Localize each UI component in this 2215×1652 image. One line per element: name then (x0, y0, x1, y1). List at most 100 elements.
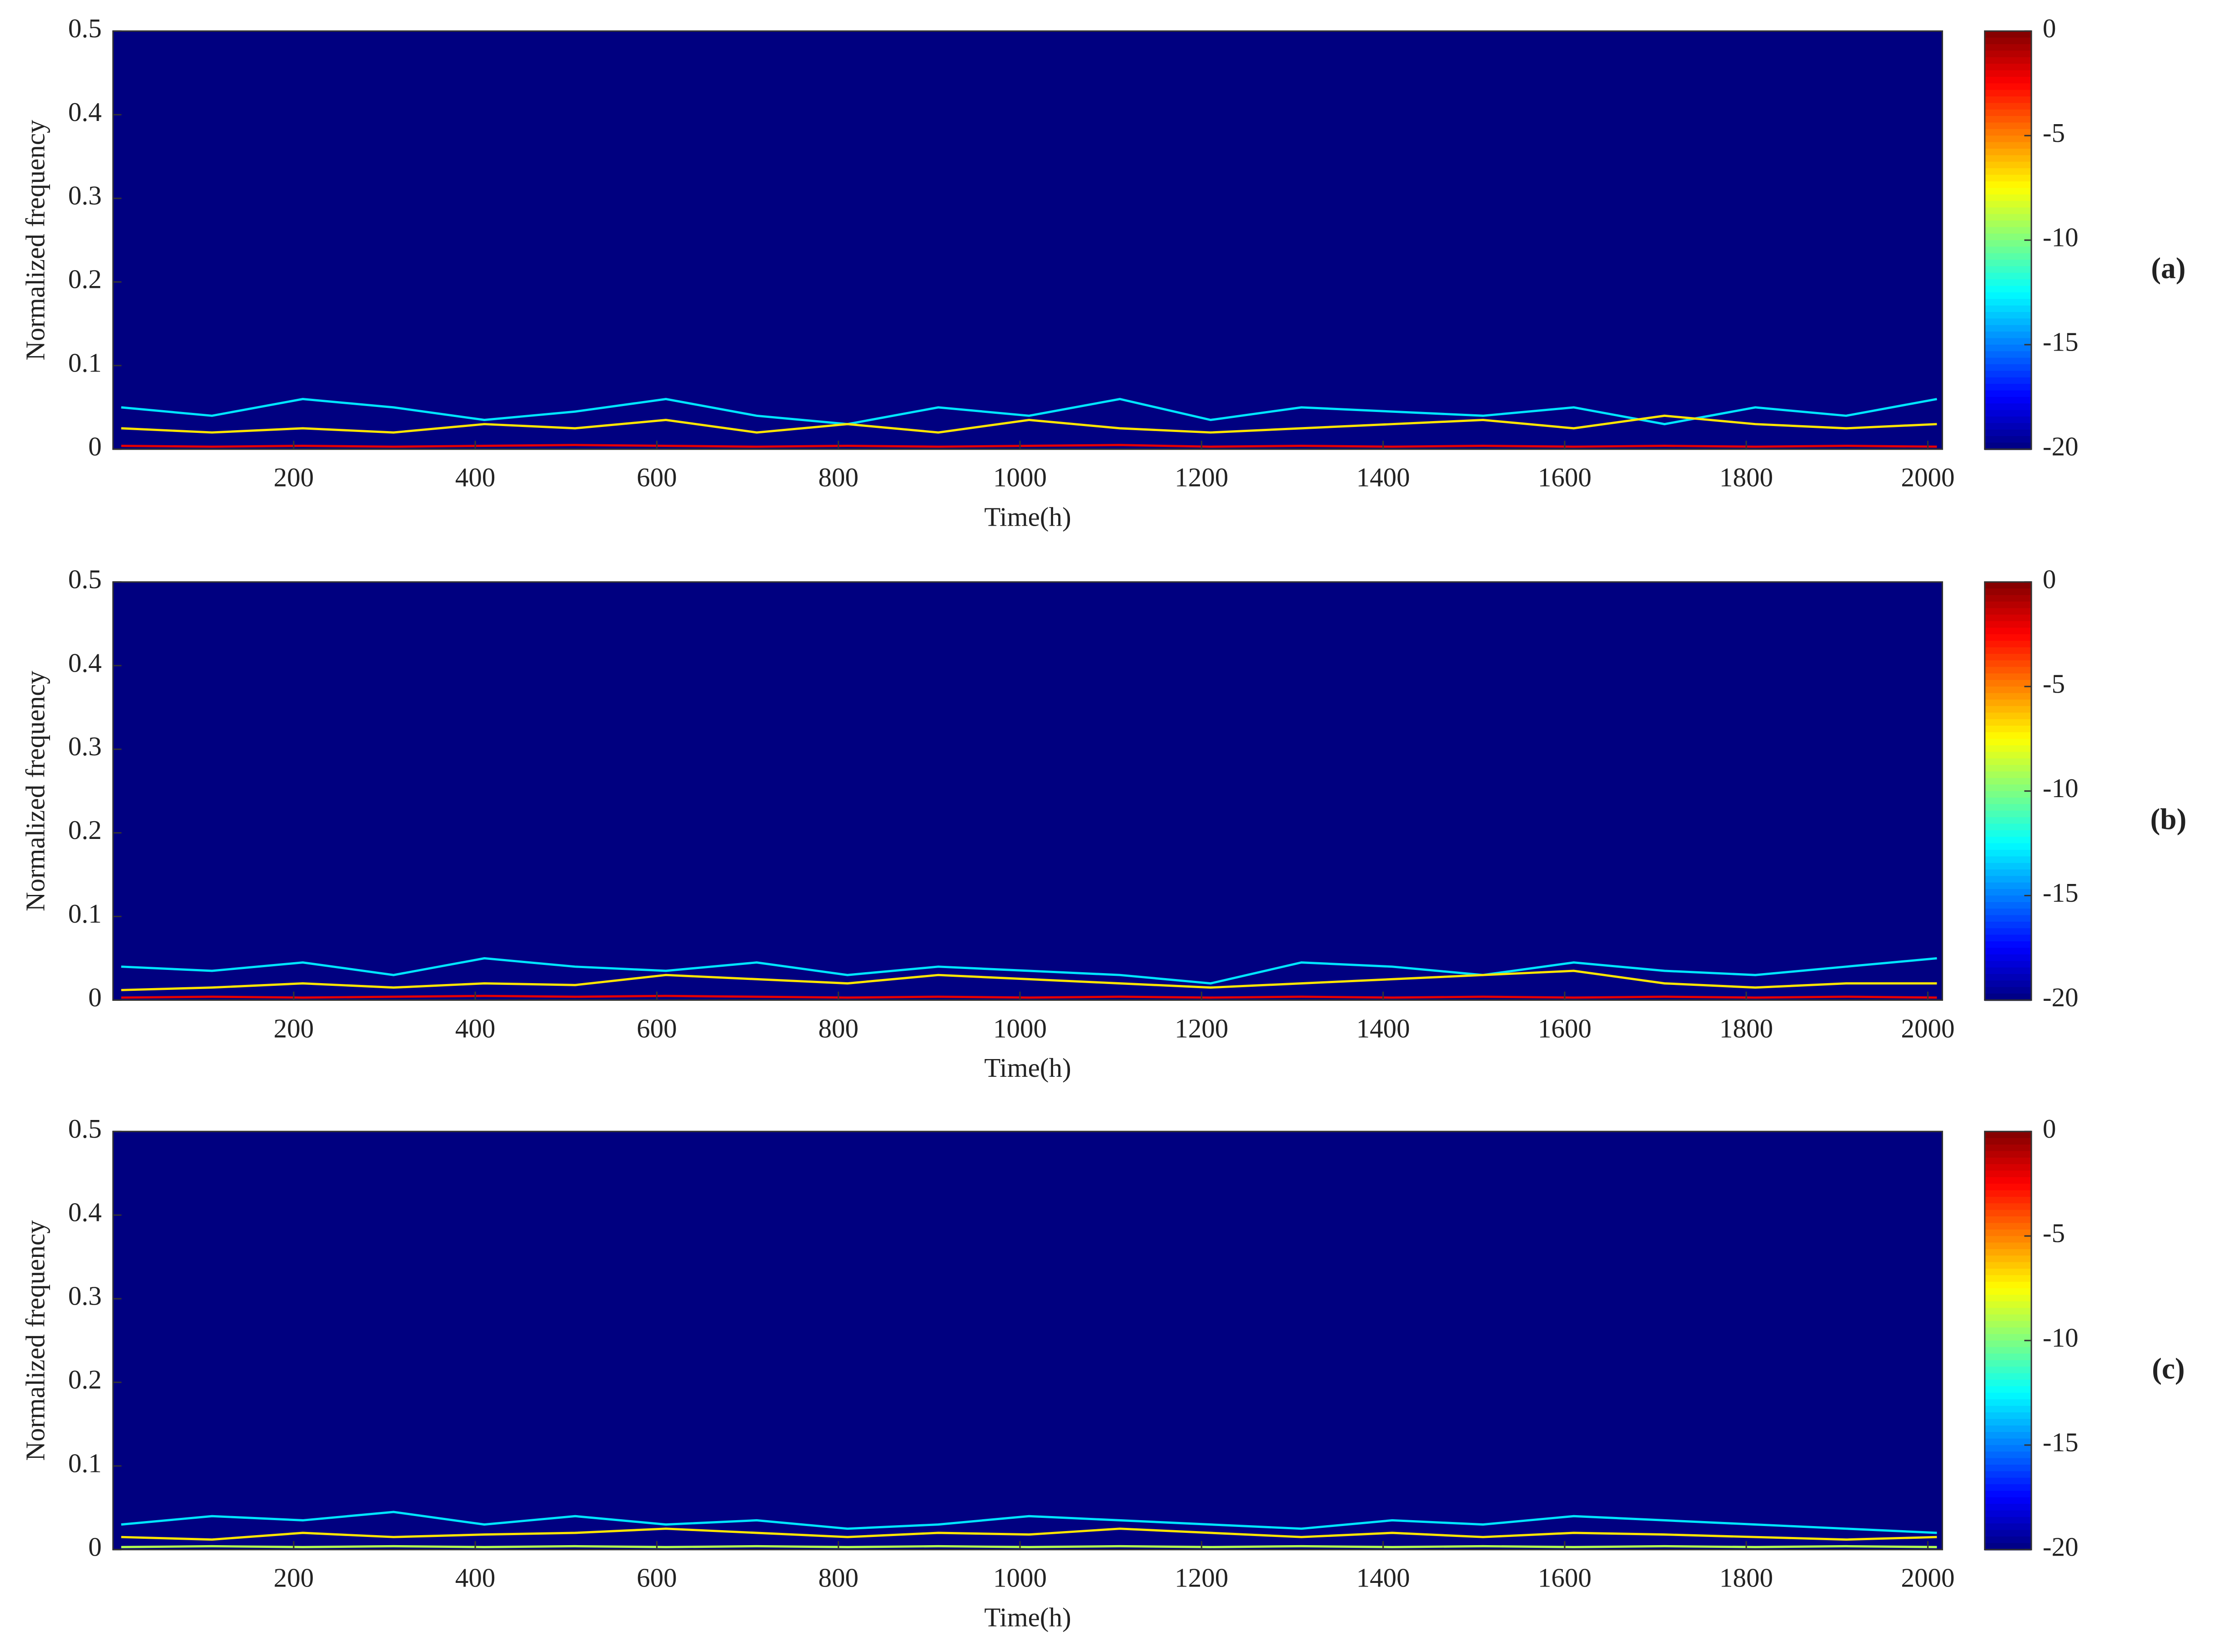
colorbar-cell (1984, 693, 2032, 701)
colorbar-cell (1984, 1504, 2032, 1511)
colorbar-cell (1984, 797, 2032, 805)
colorbar-cell (1984, 1373, 2032, 1381)
x-tick-label: 200 (274, 462, 314, 492)
colorbar-tick-label: -15 (2043, 1427, 2079, 1457)
y-tick-label: 0 (88, 431, 102, 461)
colorbar-cell (1984, 377, 2032, 385)
colorbar-cell (1984, 1268, 2032, 1276)
colorbar-cell (1984, 233, 2032, 241)
colorbar-cell (1984, 70, 2032, 78)
colorbar-tick-label: -15 (2043, 327, 2079, 357)
x-tick-label: 1400 (1356, 1013, 1410, 1043)
colorbar-cell (1984, 1341, 2032, 1348)
x-tick-label: 2000 (1901, 462, 1954, 492)
x-tick-label: 1400 (1356, 462, 1410, 492)
x-tick-label: 1200 (1175, 1563, 1228, 1593)
colorbar-cell (1984, 974, 2032, 982)
colorbar-cell (1984, 1353, 2032, 1361)
colorbar-cell (1984, 732, 2032, 740)
colorbar-cell (1984, 142, 2032, 150)
panel-label: (a) (2151, 252, 2185, 285)
colorbar-cell (1984, 1138, 2032, 1145)
colorbar-tick-label: -10 (2043, 1323, 2079, 1353)
y-tick-label: 0.3 (68, 181, 102, 211)
x-tick-label: 800 (818, 1013, 859, 1043)
colorbar-cell (1984, 246, 2032, 254)
colorbar-cell (1984, 660, 2032, 668)
colorbar-tick-label: 0 (2043, 564, 2056, 594)
colorbar-cell (1984, 305, 2032, 313)
ridge-line (121, 1545, 1937, 1548)
colorbar-cell (1984, 791, 2032, 798)
x-tick-label: 800 (818, 462, 859, 492)
x-axis-label: Time(h) (984, 1053, 1071, 1083)
colorbar-cell (1984, 1210, 2032, 1217)
colorbar-cell (1984, 1477, 2032, 1485)
colorbar-cell (1984, 168, 2032, 176)
colorbar-cell (1984, 784, 2032, 792)
x-tick-label: 800 (818, 1563, 859, 1593)
x-tick-label: 1600 (1538, 1013, 1592, 1043)
colorbar-cell (1984, 397, 2032, 405)
ridge-line (121, 969, 1937, 991)
y-tick-label: 0.5 (68, 13, 102, 43)
colorbar-cell (1984, 1151, 2032, 1159)
colorbar-cell (1984, 1334, 2032, 1341)
colorbar-cell (1984, 1196, 2032, 1205)
x-tick-label: 1800 (1719, 1013, 1773, 1043)
colorbar-cell (1984, 1471, 2032, 1479)
colorbar-cell (1984, 994, 2032, 1001)
colorbar-cell (1984, 116, 2032, 124)
colorbar-cell (1984, 667, 2032, 674)
colorbar-cell (1984, 390, 2032, 398)
colorbar-cell (1984, 902, 2032, 910)
colorbar-cell (1984, 37, 2032, 45)
colorbar-cell (1984, 876, 2032, 884)
colorbar-cell (1984, 967, 2032, 975)
x-tick-label: 1400 (1356, 1563, 1410, 1593)
colorbar-cell (1984, 1543, 2032, 1551)
colorbar-cell (1984, 292, 2032, 300)
y-axis-label: Normalized frequency (20, 671, 50, 912)
colorbar-cell (1984, 214, 2032, 221)
colorbar-tick-label: -10 (2043, 773, 2079, 803)
x-tick-label: 1000 (993, 462, 1047, 492)
colorbar-cell (1984, 1275, 2032, 1283)
x-axis-label: Time(h) (984, 502, 1071, 532)
colorbar-cell (1984, 90, 2032, 97)
x-tick-label: 1600 (1538, 462, 1592, 492)
y-tick-label: 0.2 (68, 815, 102, 845)
colorbar-cell (1984, 863, 2032, 870)
colorbar-cell (1984, 175, 2032, 182)
colorbar-cell (1984, 882, 2032, 890)
colorbar-tick-label: -5 (2043, 668, 2065, 698)
x-tick-label: 2000 (1901, 1563, 1954, 1593)
colorbar-cell (1984, 980, 2032, 988)
colorbar-cell (1984, 96, 2032, 104)
colorbar-cell (1984, 371, 2032, 378)
colorbar-cell (1984, 1497, 2032, 1505)
x-axis-label: Time(h) (984, 1602, 1071, 1632)
colorbar-cell (1984, 1301, 2032, 1309)
colorbar-cell (1984, 830, 2032, 838)
colorbar-tick-label: -15 (2043, 878, 2079, 908)
colorbar-cell (1984, 1327, 2032, 1335)
colorbar-cell (1984, 1347, 2032, 1355)
colorbar-cell (1984, 436, 2032, 444)
panel-label: (b) (2150, 803, 2187, 836)
ridge-line (121, 444, 1937, 448)
colorbar-cell (1984, 909, 2032, 916)
colorbar-cell (1984, 1229, 2032, 1237)
ridge-line (121, 414, 1937, 434)
colorbar-cell (1984, 1177, 2032, 1185)
colorbar-cell (1984, 843, 2032, 851)
colorbar-cell (1984, 849, 2032, 858)
colorbar-cell (1984, 57, 2032, 65)
colorbar-cell (1984, 31, 2032, 39)
colorbar-cell (1984, 1281, 2032, 1289)
colorbar-cell (1984, 745, 2032, 753)
x-tick-label: 1800 (1719, 1563, 1773, 1593)
colorbar-cell (1984, 1465, 2032, 1472)
colorbar-cell (1984, 338, 2032, 346)
y-axis-label: Normalized frequency (20, 1220, 50, 1461)
